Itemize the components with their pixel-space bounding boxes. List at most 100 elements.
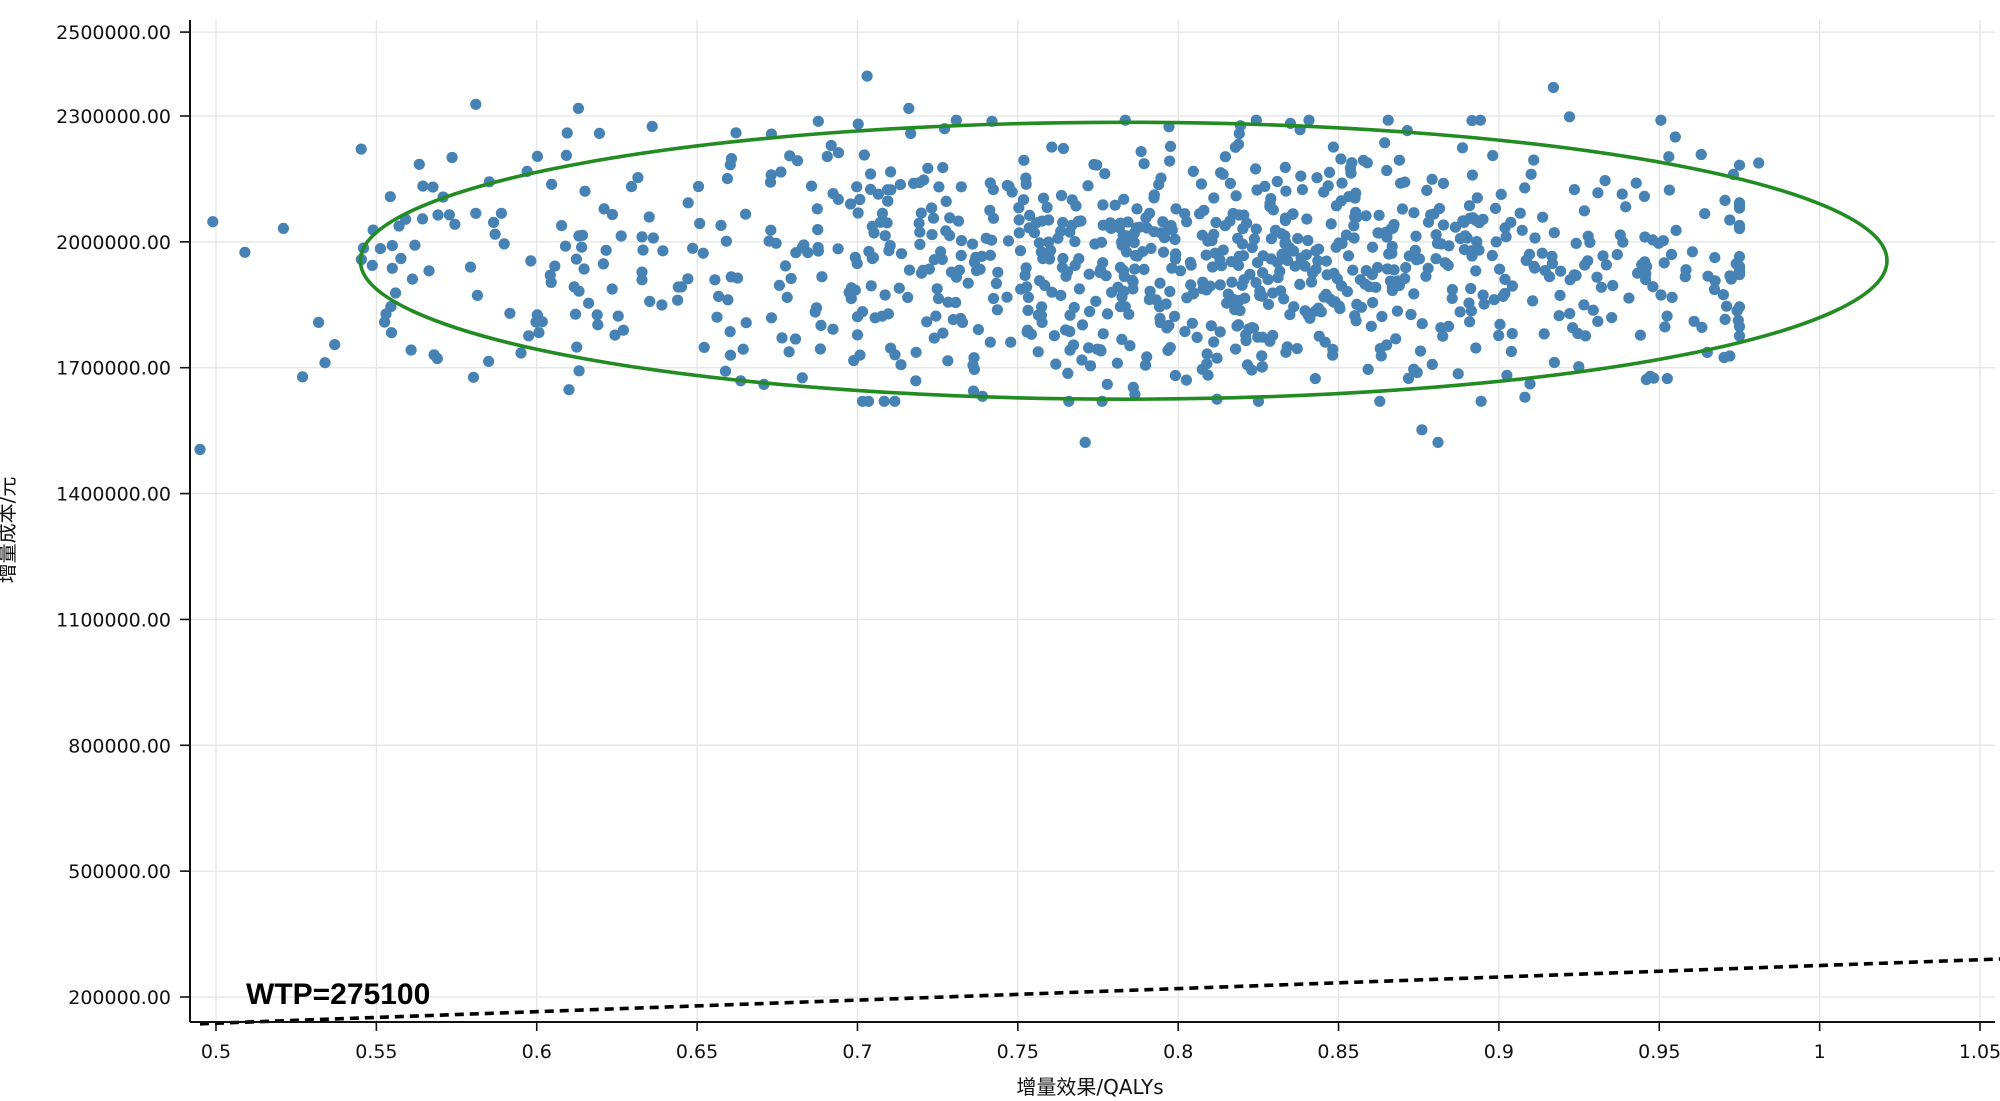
scatter-point <box>570 253 583 265</box>
scatter-point <box>1043 253 1056 265</box>
scatter-point <box>559 240 572 252</box>
scatter-point <box>657 245 669 257</box>
scatter-point <box>646 120 658 133</box>
scatter-point <box>1370 281 1382 293</box>
scatter-point <box>1264 335 1276 347</box>
scatter-point <box>531 309 543 321</box>
scatter-point <box>1262 273 1274 286</box>
scatter-point <box>1295 170 1307 182</box>
scatter-point <box>1084 360 1097 372</box>
scatter-point <box>1234 294 1246 306</box>
scatter-point <box>698 341 710 353</box>
scatter-point <box>932 293 945 305</box>
scatter-point <box>1195 178 1207 190</box>
scatter-point <box>1165 220 1177 232</box>
scatter-point <box>1600 259 1612 271</box>
scatter-point <box>1232 138 1245 150</box>
scatter-point <box>374 243 386 255</box>
scatter-point <box>675 281 688 293</box>
scatter-point <box>1400 262 1412 274</box>
scatter-point <box>1365 320 1377 332</box>
scatter-point <box>773 279 786 291</box>
scatter-point <box>1312 255 1324 267</box>
scatter-point <box>1488 294 1500 306</box>
scatter-point <box>1514 207 1526 219</box>
scatter-point <box>1466 115 1478 127</box>
scatter-point <box>1022 291 1034 303</box>
scatter-point <box>991 304 1004 316</box>
scatter-point <box>1101 308 1114 320</box>
scatter-point <box>1057 252 1069 265</box>
scatter-point <box>1753 157 1765 169</box>
scatter-point <box>1611 249 1623 261</box>
scatter-point <box>1148 189 1160 201</box>
scatter-point <box>449 218 461 230</box>
scatter-point <box>1094 266 1106 278</box>
scatter-point <box>1246 241 1258 254</box>
scatter-point <box>1120 233 1132 245</box>
scatter-point <box>470 207 482 219</box>
scatter-point <box>1312 302 1324 314</box>
scatter-point <box>1141 351 1153 363</box>
scatter-point <box>1567 322 1579 334</box>
scatter-point <box>1313 330 1325 342</box>
scatter-point <box>598 203 610 215</box>
scatter-point <box>903 102 915 114</box>
scatter-point <box>1118 193 1130 205</box>
scatter-point <box>1408 363 1420 375</box>
scatter-point <box>1500 231 1512 243</box>
scatter-point <box>940 195 952 207</box>
scatter-point <box>1101 378 1113 390</box>
scatter-point <box>1334 303 1346 315</box>
scatter-point <box>1271 175 1283 188</box>
scatter-point <box>709 274 721 286</box>
scatter-point <box>515 347 527 359</box>
scatter-point <box>775 166 787 178</box>
scatter-point <box>1135 146 1147 158</box>
scatter-point <box>1680 264 1692 276</box>
scatter-point <box>796 242 808 254</box>
scatter-point <box>413 158 425 170</box>
x-tick-label: 0.5 <box>201 1041 231 1063</box>
scatter-point <box>1426 173 1438 185</box>
scatter-point <box>987 292 1000 305</box>
scatter-point <box>632 172 644 184</box>
scatter-point <box>1114 217 1126 229</box>
scatter-point <box>865 168 877 180</box>
scatter-point <box>796 372 808 384</box>
scatter-point <box>1563 111 1576 123</box>
scatter-point <box>423 265 435 277</box>
scatter-point <box>1640 373 1652 386</box>
scatter-point <box>1013 227 1025 239</box>
scatter-point <box>1548 227 1560 239</box>
scatter-point <box>990 277 1003 290</box>
scatter-point <box>1303 114 1315 126</box>
scatter-point <box>1346 157 1358 169</box>
scatter-point <box>1076 319 1089 331</box>
scatter-point <box>1032 346 1044 358</box>
scatter-point <box>866 220 878 232</box>
scatter-point <box>865 183 877 195</box>
scatter-point <box>1592 315 1604 327</box>
scatter-point <box>1267 204 1279 216</box>
scatter-point <box>643 211 655 223</box>
scatter-point <box>1046 286 1058 298</box>
scatter-point <box>1470 265 1482 277</box>
scatter-point <box>569 308 582 320</box>
scatter-point <box>811 203 823 215</box>
scatter-point <box>1341 286 1353 298</box>
scatter-point <box>730 127 742 139</box>
scatter-point <box>1019 269 1031 281</box>
scatter-point <box>1099 168 1111 180</box>
scatter-point <box>1493 329 1505 342</box>
scatter-point <box>606 208 619 221</box>
scatter-point <box>713 290 725 302</box>
scatter-point <box>578 263 590 275</box>
scatter-point <box>1119 114 1131 126</box>
scatter-point <box>1112 281 1124 293</box>
scatter-point <box>1452 368 1464 380</box>
scatter-point <box>1169 310 1181 322</box>
scatter-point <box>962 277 974 289</box>
scatter-point <box>1205 320 1217 332</box>
scatter-point <box>1634 329 1646 341</box>
